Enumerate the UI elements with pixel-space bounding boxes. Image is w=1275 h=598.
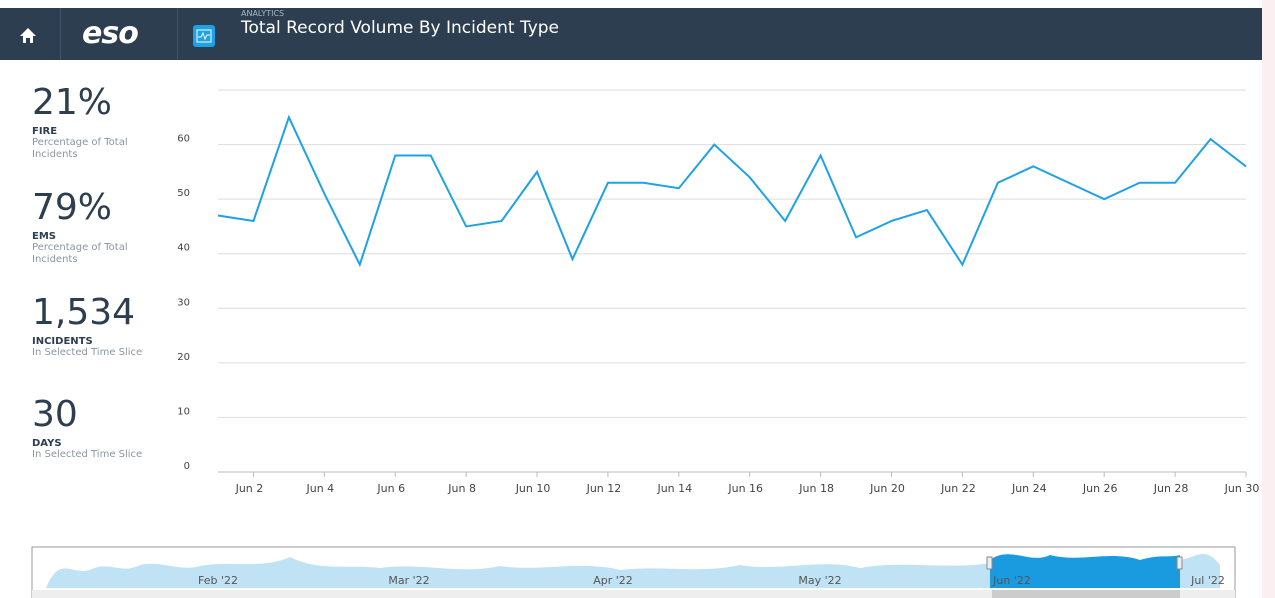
x-tick-label: Jun 16 xyxy=(727,482,763,495)
stat-value: 30 xyxy=(32,394,78,435)
x-tick-label: Jun 28 xyxy=(1153,482,1189,495)
x-tick-label: Jun 24 xyxy=(1011,482,1047,495)
stat-value: 79% xyxy=(32,187,113,228)
navigator-label: Feb '22 xyxy=(198,574,238,587)
stat-description: Percentage of Total Incidents xyxy=(32,242,128,265)
x-tick-label: Jun 30 xyxy=(1224,482,1260,495)
page-title: Total Record Volume By Incident Type xyxy=(241,18,560,38)
stat-description: In Selected Time Slice xyxy=(32,347,143,358)
home-button[interactable] xyxy=(0,8,60,60)
analytics-icon xyxy=(193,25,215,47)
y-tick-label: 50 xyxy=(177,188,190,199)
stat-label: EMS xyxy=(32,231,56,242)
x-tick-label: Jun 10 xyxy=(515,482,551,495)
x-tick-label: Jun 4 xyxy=(306,482,335,495)
x-tick-label: Jun 2 xyxy=(235,482,264,495)
stat: 79% EMS Percentage of Total Incidents xyxy=(32,189,152,266)
navigator-handle[interactable] xyxy=(986,556,993,570)
stat-label: FIRE xyxy=(32,126,58,137)
stat-description: Percentage of Total Incidents xyxy=(32,137,128,160)
scrollbar[interactable] xyxy=(32,590,1235,598)
stat-value: 1,534 xyxy=(32,292,136,333)
navigator-label: May '22 xyxy=(798,574,841,587)
y-tick-label: 20 xyxy=(177,352,190,363)
section-label: ANALYTICS xyxy=(241,9,285,18)
logo: eso xyxy=(82,16,139,51)
navigator-label: Apr '22 xyxy=(593,574,633,587)
stat-label: DAYS xyxy=(32,438,62,449)
x-tick-label: Jun 12 xyxy=(586,482,622,495)
navigator-label: Jul '22 xyxy=(1190,574,1225,587)
navigator[interactable]: Feb '22 Mar '22 Apr '22 May '22 Jun '22 Jul '… xyxy=(31,546,1236,598)
y-tick-label: 10 xyxy=(177,406,190,417)
navigator-label: Jun '22 xyxy=(992,574,1031,587)
x-tick-label: Jun 6 xyxy=(376,482,405,495)
x-tick-label: Jun 22 xyxy=(940,482,976,495)
x-tick-label: Jun 20 xyxy=(869,482,905,495)
y-tick-label: 30 xyxy=(177,297,190,308)
y-tick-label: 40 xyxy=(177,243,190,254)
stat-description: In Selected Time Slice xyxy=(32,449,143,460)
stat-value: 21% xyxy=(32,82,113,123)
chart: Feb '22 Mar '22 Apr '22 May '22 Jun '22 Jul '… xyxy=(31,89,1260,598)
x-tick-label: Jun 8 xyxy=(447,482,476,495)
stat: 21% FIRE Percentage of Total Incidents xyxy=(32,84,152,161)
stat: 1,534 INCIDENTS In Selected Time Slice xyxy=(32,294,152,359)
data-line xyxy=(217,114,1247,268)
navigator-area xyxy=(46,557,990,588)
navigator-selection xyxy=(990,554,1180,588)
y-tick-label: 0 xyxy=(184,461,190,472)
stat-label: INCIDENTS xyxy=(32,336,93,347)
navigator-handle[interactable] xyxy=(1176,556,1183,570)
stat: 30 DAYS In Selected Time Slice xyxy=(32,396,152,461)
scrollbar-thumb[interactable] xyxy=(992,590,1180,598)
header: eso ANALYTICS Total Record Volume By Inc… xyxy=(0,8,1262,60)
y-tick-label: 60 xyxy=(177,134,190,145)
x-tick-label: Jun 18 xyxy=(798,482,834,495)
navigator-label: Mar '22 xyxy=(388,574,429,587)
navigator-area xyxy=(1180,554,1220,588)
x-tick-label: Jun 26 xyxy=(1082,482,1118,495)
x-tick-label: Jun 14 xyxy=(656,482,692,495)
